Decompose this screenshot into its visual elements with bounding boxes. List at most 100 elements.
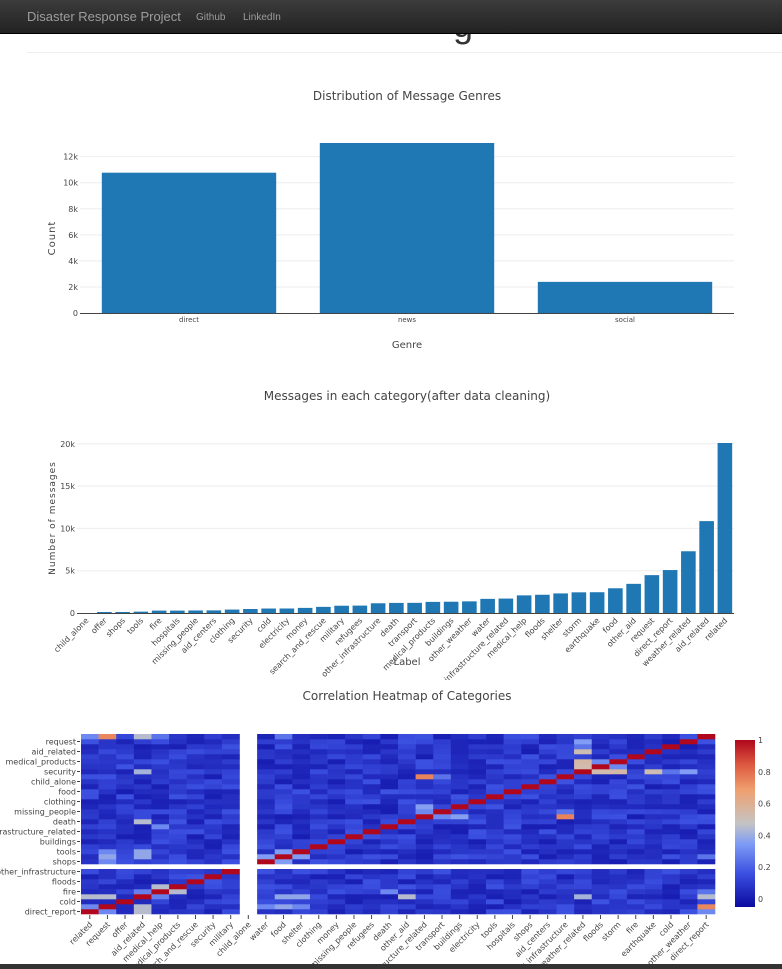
heatmap-cell [186, 834, 205, 840]
heatmap-cell [591, 839, 610, 845]
heatmap-cell [169, 759, 187, 765]
y-tick-label: missing_people [14, 808, 76, 817]
heatmap-cell [486, 834, 504, 840]
heatmap-cell [591, 849, 610, 855]
heatmap-cell [591, 814, 610, 820]
heatmap-cell [679, 749, 698, 755]
bar-shops [115, 611, 130, 613]
heatmap-cell [626, 749, 645, 755]
heatmap-cell [327, 789, 346, 795]
heatmap-cell [415, 779, 434, 785]
heatmap-cell [204, 769, 223, 775]
heatmap-cell [133, 824, 152, 830]
heatmap-cell [503, 764, 522, 770]
heatmap-cell [609, 909, 628, 915]
heatmap-cell [433, 749, 452, 755]
heatmap-cell [591, 794, 610, 800]
heatmap-cell [116, 824, 135, 830]
y-tick-label: shops [53, 858, 76, 867]
heatmap-cell [521, 774, 540, 780]
heatmap-cell [398, 779, 416, 785]
heatmap-cell [626, 779, 645, 785]
heatmap-cell [626, 769, 645, 775]
heatmap-cell [486, 794, 504, 800]
heatmap-cell [362, 889, 381, 895]
heatmap-cell [538, 869, 557, 875]
heatmap-cell [362, 759, 381, 765]
heatmap-cell [679, 734, 698, 740]
heatmap-cell [468, 869, 487, 875]
heatmap-cell [609, 874, 628, 880]
heatmap-cell [151, 774, 170, 780]
y-tick-label: 6k [68, 231, 78, 240]
heatmap-cell [398, 744, 416, 750]
heatmap-cell [116, 794, 135, 800]
heatmap-cell [186, 754, 205, 760]
heatmap-cell [169, 829, 187, 835]
heatmap-cell [133, 809, 152, 815]
heatmap-cell [521, 854, 540, 860]
heatmap-cell [450, 804, 469, 810]
heatmap-cell [98, 784, 117, 790]
heatmap-cell [486, 744, 504, 750]
heatmap-cell [415, 869, 434, 875]
heatmap-cell [151, 829, 170, 835]
brand-link[interactable]: Disaster Response Project [27, 9, 181, 24]
heatmap-cell [574, 854, 593, 860]
linkedin-link[interactable]: LinkedIn [243, 12, 281, 23]
heatmap-cell [697, 749, 716, 755]
heatmap-cell [415, 804, 434, 810]
heatmap-cell [609, 739, 628, 745]
heatmap-cell [538, 834, 557, 840]
heatmap-cell [415, 744, 434, 750]
heatmap-cell [186, 829, 205, 835]
heatmap-cell [574, 879, 593, 885]
heatmap-cell [503, 854, 522, 860]
heatmap-cell [257, 829, 276, 835]
heatmap-cell [679, 794, 698, 800]
heatmap-cell [274, 809, 293, 815]
heatmap-cell [556, 824, 575, 830]
heatmap-cell [81, 909, 99, 915]
heatmap-cell [486, 839, 504, 845]
heatmap-cell [292, 869, 311, 875]
heatmap-cell [450, 809, 469, 815]
heatmap-cell [626, 774, 645, 780]
heatmap-cell [345, 824, 364, 830]
heatmap-cell [380, 734, 399, 740]
heatmap-cell [521, 824, 540, 830]
heatmap-cell [169, 784, 187, 790]
heatmap-cell [151, 894, 170, 900]
heatmap-cell [345, 774, 364, 780]
heatmap-cell [433, 889, 452, 895]
heatmap-cell [415, 819, 434, 825]
github-link[interactable]: Github [196, 12, 226, 23]
heatmap-cell [486, 849, 504, 855]
heatmap-cell [662, 814, 681, 820]
heatmap-cell [116, 899, 135, 905]
heatmap-cell [468, 804, 487, 810]
heatmap-cell [380, 784, 399, 790]
heatmap-cell [609, 749, 628, 755]
bar-storm [571, 592, 587, 613]
heatmap-cell [644, 854, 663, 860]
heatmap-cell [204, 759, 223, 765]
heatmap-cell [468, 909, 487, 915]
colorbar-tick-label: 0.8 [758, 768, 771, 777]
heatmap-cell [538, 764, 557, 770]
heatmap-cell [380, 744, 399, 750]
heatmap-cell [204, 794, 223, 800]
heatmap-cell [133, 799, 152, 805]
heatmap-cell [468, 814, 487, 820]
heatmap-cell [521, 834, 540, 840]
heatmap-cell [591, 759, 610, 765]
heatmap-cell [415, 814, 434, 820]
heatmap-cell [274, 869, 293, 875]
heatmap-cell [679, 824, 698, 830]
heatmap-cell [362, 909, 381, 915]
heatmap-cell [626, 819, 645, 825]
heatmap-cell [169, 794, 187, 800]
heatmap-cell [538, 889, 557, 895]
heatmap-cell [486, 774, 504, 780]
bar-earthquake [589, 592, 605, 613]
